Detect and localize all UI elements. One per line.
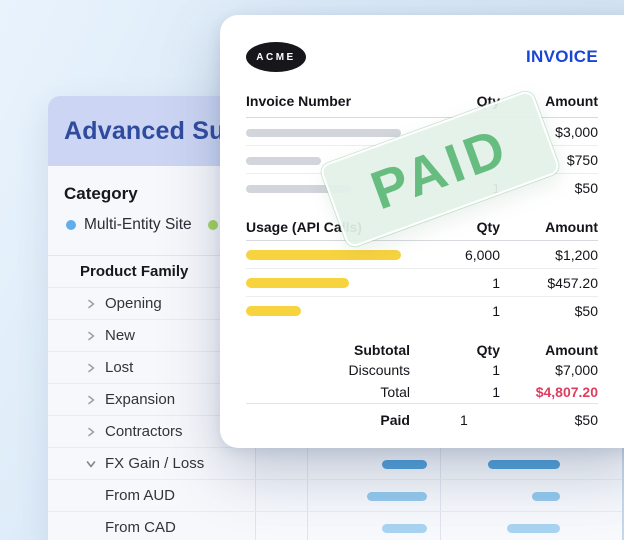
paid-label: Paid xyxy=(380,412,410,428)
chevron-down-icon xyxy=(84,457,98,471)
amount-cell: $457.20 xyxy=(547,274,598,291)
legend-dot-blue xyxy=(66,220,76,230)
column-header-amount: Amount xyxy=(545,218,598,235)
row-label: From AUD xyxy=(105,487,176,504)
amount-cell: $750 xyxy=(566,151,598,168)
summary-header-row: Subtotal Qty Amount xyxy=(246,340,598,360)
row-label: Expansion xyxy=(105,391,176,408)
invoice-content: Invoice Number Qty Amount $3,000 $750 1 xyxy=(246,15,598,448)
column-header-qty: Qty xyxy=(476,218,500,235)
paid-row: Paid 1 $50 xyxy=(246,404,598,436)
value-bar xyxy=(532,492,560,501)
invoice-header: ACME INVOICE xyxy=(246,42,598,72)
amount-cell: $7,000 xyxy=(555,362,598,378)
amount-cell: $1,200 xyxy=(555,246,598,263)
table-row-from-cad[interactable]: From CAD xyxy=(48,512,622,540)
section-header-row: Invoice Number Qty Amount xyxy=(246,85,598,118)
summary-section: Subtotal Qty Amount Discounts 1 $7,000 T… xyxy=(246,340,598,436)
qty-cell: 1 xyxy=(492,383,500,400)
section-header-row: Usage (API Calls) Qty Amount xyxy=(246,213,598,241)
qty-cell: 1 xyxy=(492,274,500,291)
legend: Multi-Entity Site xyxy=(66,216,218,234)
chevron-right-icon xyxy=(84,425,98,439)
qty-cell: 1 xyxy=(460,412,468,428)
summary-label-subtotal: Subtotal xyxy=(354,342,410,358)
amount-cell: $50 xyxy=(574,303,598,319)
value-bar xyxy=(488,460,560,469)
placeholder-cell xyxy=(246,247,410,263)
chevron-right-icon xyxy=(84,297,98,311)
placeholder-bar xyxy=(246,128,401,137)
usage-bar xyxy=(246,306,301,316)
placeholder-cell xyxy=(246,303,410,319)
amount-cell: $50 xyxy=(574,412,598,428)
summary-label-discounts: Discounts xyxy=(348,362,410,378)
row-label: Contractors xyxy=(105,423,183,440)
invoice-card: ACME INVOICE Invoice Number Qty Amount $… xyxy=(220,15,624,448)
usage-line-row: 1 $50 xyxy=(246,297,598,325)
legend-item-label: Multi-Entity Site xyxy=(84,216,192,233)
column-header-product-family: Product Family xyxy=(80,263,189,280)
table-row-fx-gain-loss[interactable]: FX Gain / Loss xyxy=(48,448,622,480)
row-label: Opening xyxy=(105,295,162,312)
column-header-usage: Usage (API Calls) xyxy=(246,218,362,235)
qty-cell: 6,000 xyxy=(464,246,500,263)
invoice-title: INVOICE xyxy=(525,47,598,66)
discounts-row: Discounts 1 $7,000 xyxy=(246,360,598,380)
row-label: FX Gain / Loss xyxy=(105,455,205,472)
value-bar xyxy=(382,460,427,469)
value-bar xyxy=(367,492,427,501)
category-label: Category xyxy=(64,184,138,203)
table-row-from-aud[interactable]: From AUD xyxy=(48,480,622,512)
column-header-amount: Amount xyxy=(545,93,598,109)
qty-cell: 1 xyxy=(492,362,500,378)
usage-line-row: 1 $457.20 xyxy=(246,269,598,297)
placeholder-bar xyxy=(246,156,321,165)
usage-line-row: 6,000 $1,200 xyxy=(246,241,598,269)
amount-cell: $3,000 xyxy=(555,123,598,140)
column-header-qty: Qty xyxy=(476,342,500,358)
value-bar xyxy=(382,524,427,533)
qty-cell: 1 xyxy=(492,303,500,319)
chevron-right-icon xyxy=(84,361,98,375)
chevron-spacer xyxy=(84,489,98,503)
row-label: New xyxy=(105,327,136,344)
total-amount: $4,807.20 xyxy=(535,383,598,400)
chevron-right-icon xyxy=(84,329,98,343)
placeholder-cell xyxy=(246,275,410,291)
amount-cell: $50 xyxy=(574,180,598,196)
acme-logo: ACME xyxy=(246,42,306,72)
row-label: Lost xyxy=(105,359,134,376)
placeholder-bar xyxy=(246,185,351,193)
placeholder-cell xyxy=(246,124,410,140)
placeholder-cell xyxy=(246,152,410,168)
usage-bar xyxy=(246,277,349,288)
chevron-right-icon xyxy=(84,393,98,407)
column-header-invoice-number: Invoice Number xyxy=(246,93,352,109)
summary-card-title: Advanced Su xyxy=(64,116,225,145)
column-header-amount: Amount xyxy=(545,342,598,358)
value-bar xyxy=(507,524,560,533)
chevron-spacer xyxy=(84,521,98,535)
summary-label-total: Total xyxy=(380,383,410,400)
total-row: Total 1 $4,807.20 xyxy=(246,380,598,404)
usage-bar xyxy=(246,249,401,260)
placeholder-cell xyxy=(246,180,410,196)
usage-section: Usage (API Calls) Qty Amount 6,000 $1,20… xyxy=(246,213,598,325)
row-label: From CAD xyxy=(105,519,176,536)
legend-dot-green xyxy=(207,220,218,230)
